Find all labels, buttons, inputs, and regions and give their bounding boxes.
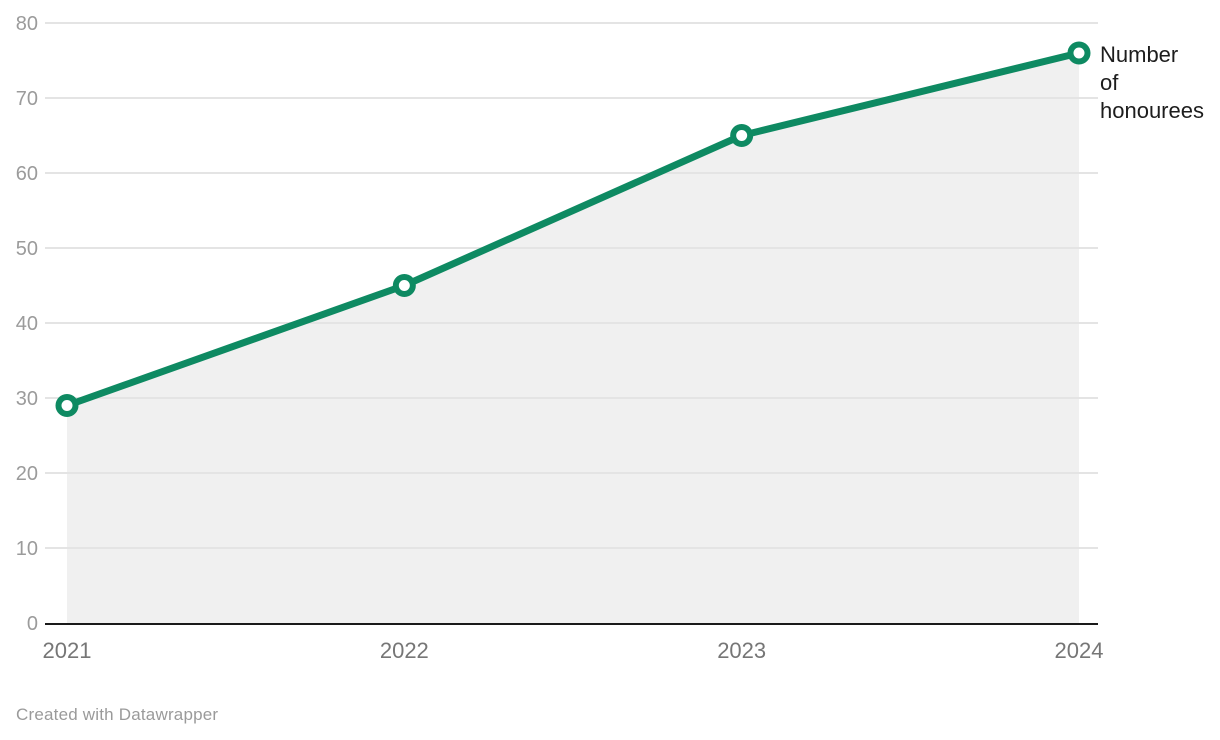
series-label-line-3: honourees: [1100, 98, 1204, 123]
y-tick-label-10: 10: [16, 538, 38, 560]
y-tick-label-40: 40: [16, 313, 38, 335]
y-tick-label-80: 80: [16, 13, 38, 35]
attribution-text: Created with Datawrapper: [16, 705, 219, 724]
y-tick-label-50: 50: [16, 238, 38, 260]
y-tick-label-20: 20: [16, 463, 38, 485]
y-tick-label-30: 30: [16, 388, 38, 410]
x-tick-label-2021: 2021: [43, 638, 92, 663]
y-tick-label-70: 70: [16, 88, 38, 110]
x-tick-label-2022: 2022: [380, 638, 429, 663]
y-tick-label-60: 60: [16, 163, 38, 185]
line-series: [63, 49, 1083, 409]
series-label-line-2: of: [1100, 70, 1119, 95]
series-label-line-1: Number: [1100, 42, 1178, 67]
x-tick-label-2023: 2023: [717, 638, 766, 663]
data-point-marker-2023: [730, 124, 754, 147]
data-point-marker-2024: [1067, 41, 1091, 65]
y-tick-label-0: 0: [27, 613, 38, 635]
x-tick-label-2024: 2024: [1055, 638, 1104, 663]
data-point-marker-2021: [55, 394, 79, 417]
data-point-marker-2022: [392, 274, 416, 297]
area-fill: [67, 53, 1079, 623]
